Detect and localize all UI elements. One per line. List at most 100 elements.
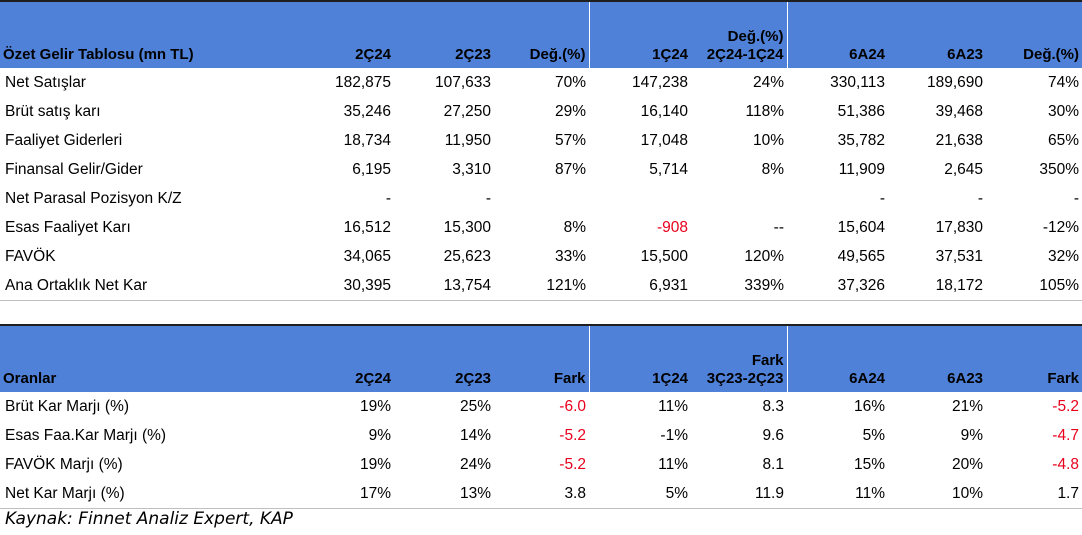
table-cell: - [1073, 189, 1079, 207]
table-cell: 19% [359, 455, 391, 473]
table-cell: 9% [960, 426, 983, 444]
table-cell: 3,310 [452, 160, 491, 178]
table-row: Esas Faaliyet Karı 16,512 15,300 8% -908 -- 15… [0, 213, 1082, 242]
table-cell: 5% [862, 426, 885, 444]
table-cell: 11% [658, 455, 688, 473]
table-cell: 18,734 [343, 131, 391, 149]
table-cell: 8.3 [762, 397, 784, 415]
row-label: Net Satışlar [5, 73, 86, 91]
income-header-cell: Değ.(%) 2Ç24-1Ç24 [691, 1, 787, 68]
ratios-header-row: Oranlar 2Ç24 2Ç23 Fark 1Ç24 Fark 3Ç23-2Ç23 6A24… [0, 325, 1082, 392]
ratios-header-cell: Fark 3Ç23-2Ç23 [691, 325, 787, 392]
table-cell: 2,645 [944, 160, 983, 178]
table-cell: 20% [951, 455, 983, 473]
table-cell: 39,468 [935, 102, 983, 120]
table-row: FAVÖK 34,065 25,623 33% 15,500 120% 49,565 37,5… [0, 242, 1082, 271]
table-cell: 105% [986, 271, 1082, 301]
table-row: Faaliyet Giderleri 18,734 11,950 57% 17,048 1… [0, 126, 1082, 155]
table-cell: 5% [589, 479, 691, 509]
table-cell: 25% [459, 397, 491, 415]
table-cell: -4.7 [1052, 426, 1079, 444]
table-cell: - [977, 189, 983, 207]
table-cell: 11,909 [838, 160, 885, 178]
table-cell: 35,246 [343, 102, 391, 120]
row-label: Ana Ortaklık Net Kar [0, 271, 294, 301]
table-cell: 15% [853, 455, 885, 473]
ratios-table-body: Brüt Kar Marjı (%) 19% 25% -6.0 11% 8.3 16% 21%… [0, 392, 1082, 509]
table-cell: 30,395 [294, 271, 394, 301]
table-cell: 9% [368, 426, 391, 444]
table-cell [494, 184, 589, 213]
table-cell: -1% [660, 426, 688, 444]
table-cell: 107,633 [434, 73, 491, 91]
table-cell: 13% [394, 479, 494, 509]
table-cell: 87% [554, 160, 586, 178]
table-cell: 147,238 [631, 73, 688, 91]
income-header-cell: Değ.(%) [494, 1, 589, 68]
table-cell: 11% [787, 479, 888, 509]
table-cell: 330,113 [830, 73, 885, 91]
table-cell: 34,065 [343, 247, 391, 265]
table-cell: 182,875 [334, 73, 391, 91]
table-row: Net Kar Marjı (%) 17% 13% 3.8 5% 11.9 11% 10% 1.… [0, 479, 1082, 509]
table-cell: 37,531 [935, 247, 983, 265]
source-note: Kaynak: Finnet Analiz Expert, KAP [5, 509, 293, 529]
table-cell: 30% [1047, 102, 1079, 120]
table-cell: 5,714 [649, 160, 688, 178]
row-label: Net Kar Marjı (%) [0, 479, 294, 509]
table-cell: -12% [1042, 218, 1079, 236]
table-cell: 15,500 [640, 247, 688, 265]
income-header-cell: 6A23 [888, 1, 986, 68]
table-cell: 32% [1047, 247, 1079, 265]
table-cell: 51,386 [837, 102, 885, 120]
table-cell: 15,604 [837, 218, 885, 236]
ratios-header-cell: Oranlar [0, 325, 294, 392]
table-cell: 11.9 [691, 479, 787, 509]
table-cell: 8.1 [762, 455, 784, 473]
table-cell: 27,250 [443, 102, 491, 120]
table-cell: 17,830 [935, 218, 983, 236]
table-cell: 118% [745, 102, 785, 120]
table-cell: -908 [656, 218, 688, 236]
table-cell: 350% [1039, 160, 1079, 178]
table-cell: 11% [658, 397, 688, 415]
ratios-table: Oranlar 2Ç24 2Ç23 Fark 1Ç24 Fark 3Ç23-2Ç23 6A24… [0, 324, 1082, 509]
table-cell: 15,300 [443, 218, 491, 236]
table-cell: -5.2 [559, 455, 586, 473]
row-label: FAVÖK [5, 247, 56, 265]
table-cell: 339% [691, 271, 787, 301]
table-cell: 24% [752, 73, 784, 91]
income-header-row: Özet Gelir Tablosu (mn TL) 2Ç24 2Ç23 Değ.(%… [0, 1, 1082, 68]
ratios-header-cell: Fark [986, 325, 1082, 392]
table-cell: -5.2 [1052, 397, 1079, 415]
table-cell: 16% [853, 397, 885, 415]
table-cell: 1.7 [986, 479, 1082, 509]
row-label: Faaliyet Giderleri [5, 131, 123, 149]
table-cell: -4.8 [1052, 455, 1079, 473]
table-row: Finansal Gelir/Gider 6,195 3,310 87% 5,714 8%… [0, 155, 1082, 184]
income-statement-table: Özet Gelir Tablosu (mn TL) 2Ç24 2Ç23 Değ.(%… [0, 1, 1082, 301]
table-cell: 10% [888, 479, 986, 509]
row-label: Esas Faaliyet Karı [5, 218, 131, 236]
table-cell: 9.6 [762, 426, 784, 444]
table-cell: - [385, 189, 391, 207]
table-cell: 49,565 [837, 247, 885, 265]
table-cell: 8% [761, 160, 784, 178]
table-row: Esas Faa.Kar Marjı (%) 9% 14% -5.2 -1% 9.6 5% 9… [0, 421, 1082, 450]
ratios-header-cell: 2Ç23 [394, 325, 494, 392]
table-cell: 57% [554, 131, 586, 149]
table-cell [589, 184, 691, 213]
ratios-header-cell: 2Ç24 [294, 325, 394, 392]
table-cell: 29% [554, 102, 586, 120]
table-cell: 11,950 [444, 131, 491, 149]
ratios-header-cell: 6A24 [786, 325, 888, 392]
ratios-header-cell: Fark [494, 325, 589, 392]
income-header-cell: 6A24 [786, 1, 888, 68]
table-cell: 17% [294, 479, 394, 509]
table-cell: 25,623 [443, 247, 491, 265]
income-header-cell: 2Ç24 [294, 1, 394, 68]
table-row: Net Satışlar 182,875 107,633 70% 147,238 24% 3… [0, 68, 1082, 97]
ratios-table-header: Oranlar 2Ç24 2Ç23 Fark 1Ç24 Fark 3Ç23-2Ç23 6A24… [0, 325, 1082, 392]
table-row: Net Parasal Pozisyon K/Z - - - - - [0, 184, 1082, 213]
table-cell: 16,512 [343, 218, 391, 236]
